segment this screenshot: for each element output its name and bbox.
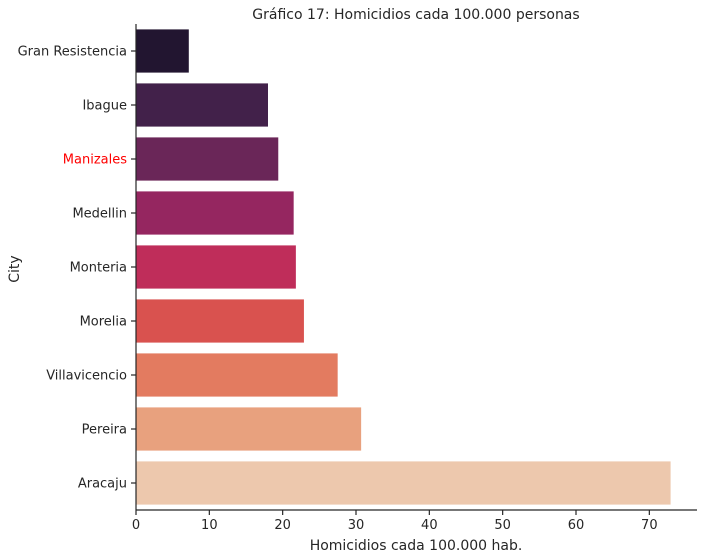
x-tick-label: 70 (641, 518, 658, 533)
y-tick-label: Manizales (63, 153, 127, 168)
x-tick-label: 40 (421, 518, 438, 533)
y-tick-label: Monteria (70, 261, 127, 276)
x-axis-label: Homicidios cada 100.000 hab. (310, 538, 523, 554)
bar-medellin (136, 191, 294, 235)
x-tick-label: 20 (274, 518, 291, 533)
bar-villavicencio (136, 353, 338, 397)
bar-ibague (136, 83, 268, 127)
y-tick-label: Gran Resistencia (18, 45, 127, 60)
bars-group (136, 29, 671, 505)
y-axis-label: City (7, 255, 23, 282)
y-tick-label: Pereira (82, 423, 127, 438)
y-tick-label: Morelia (80, 315, 127, 330)
y-tick-label: Medellin (72, 207, 127, 222)
y-ticks-group: Gran Resistencia Ibague Manizales Medellin M… (18, 45, 136, 492)
bar-morelia (136, 299, 304, 343)
y-tick-label: Villavicencio (46, 369, 127, 384)
bar-gran-resistencia (136, 29, 189, 73)
x-tick-label: 30 (348, 518, 365, 533)
bar-pereira (136, 407, 362, 451)
chart-title: Gráfico 17: Homicidios cada 100.000 pers… (252, 7, 579, 23)
x-tick-label: 0 (132, 518, 140, 533)
x-tick-label: 50 (494, 518, 511, 533)
x-tick-label: 10 (201, 518, 218, 533)
x-ticks-group: 0 10 20 30 40 50 60 70 (132, 510, 658, 533)
x-tick-label: 60 (568, 518, 585, 533)
y-tick-label: Ibague (82, 99, 127, 114)
bar-monteria (136, 245, 296, 289)
bar-manizales (136, 137, 279, 181)
y-tick-label: Aracaju (78, 477, 127, 492)
bar-aracaju (136, 461, 671, 505)
